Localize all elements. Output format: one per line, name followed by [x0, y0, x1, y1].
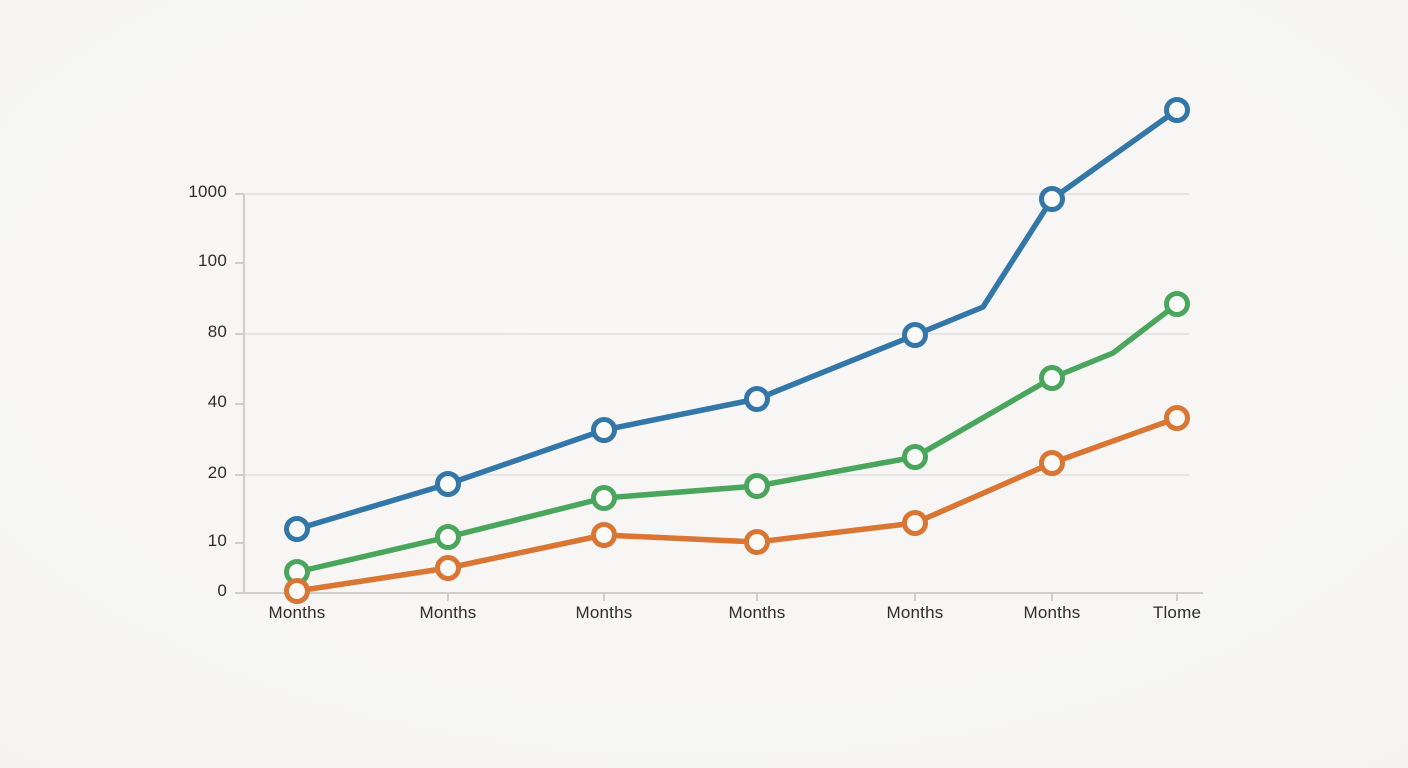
- series-blue-marker: [1164, 97, 1190, 123]
- series-blue-marker: [1039, 186, 1065, 212]
- series-blue-marker: [435, 471, 461, 497]
- series-orange-marker: [435, 555, 461, 581]
- y-axis-tick-label: 0: [217, 581, 227, 600]
- series-green-line: [294, 301, 1180, 575]
- series-blue-marker: [902, 322, 928, 348]
- series-orange-marker: [591, 522, 617, 548]
- y-axis-tick-label: 20: [207, 463, 227, 482]
- series-blue-marker: [284, 516, 310, 542]
- y-axis-tick-label: 80: [207, 322, 227, 341]
- series-blue-line: [294, 107, 1180, 532]
- x-axis-category-label: Months: [728, 603, 786, 622]
- y-axis-tick-label: 1000: [188, 182, 227, 201]
- y-axis-tick-label: 40: [207, 392, 227, 411]
- y-axis-tick-label: 100: [198, 251, 227, 270]
- series-orange-marker: [744, 529, 770, 555]
- series-green-marker: [902, 444, 928, 470]
- series-orange-marker: [1164, 405, 1190, 431]
- series-orange-marker: [284, 578, 310, 604]
- x-axis-category-label: Months: [419, 603, 477, 622]
- series-green-marker: [435, 524, 461, 550]
- series-blue-marker: [591, 417, 617, 443]
- series-green-marker: [1039, 365, 1065, 391]
- series-orange-marker: [1039, 450, 1065, 476]
- series-green-marker: [1164, 291, 1190, 317]
- x-axis-category-label: Tlome: [1152, 603, 1202, 622]
- series-orange-marker: [902, 510, 928, 536]
- series-green-marker: [591, 485, 617, 511]
- series-blue-marker: [744, 386, 770, 412]
- x-axis-category-label: Months: [268, 603, 326, 622]
- series-orange-line: [294, 415, 1180, 594]
- series-green-marker: [744, 473, 770, 499]
- x-axis-category-label: Months: [886, 603, 944, 622]
- x-axis-category-label: Months: [575, 603, 633, 622]
- x-axis-category-label: Months: [1023, 603, 1081, 622]
- y-axis-tick-label: 10: [207, 531, 227, 550]
